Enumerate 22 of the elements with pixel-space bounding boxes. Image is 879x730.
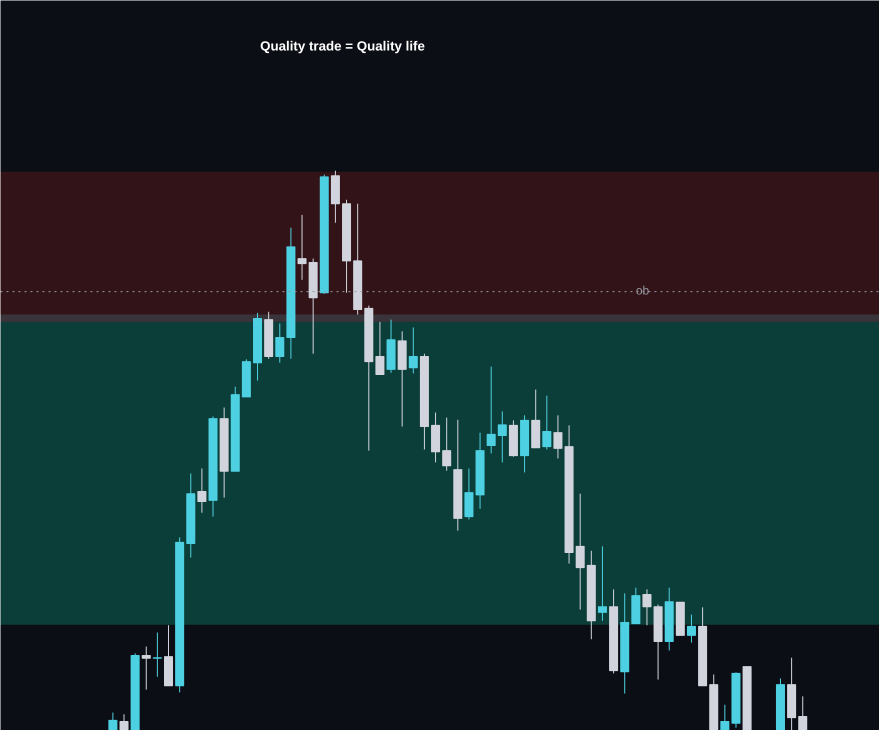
- candlestick: [152, 632, 162, 678]
- candlestick: [408, 326, 418, 374]
- candlestick: [553, 414, 562, 459]
- ref-line-label: ob: [636, 284, 650, 298]
- candlestick: [598, 546, 607, 622]
- candlestick: [542, 395, 552, 450]
- candlestick: [498, 410, 507, 463]
- candlestick: [298, 214, 307, 280]
- candlestick: [686, 614, 696, 644]
- candlestick: [197, 468, 206, 514]
- candlestick: [375, 321, 384, 375]
- candlestick: [120, 714, 129, 730]
- candlestick: [720, 704, 730, 730]
- candlestick: [576, 493, 585, 610]
- candlestick: [142, 646, 151, 690]
- candlestick: [642, 588, 652, 626]
- candlestick: [486, 366, 496, 454]
- candlestick: [798, 696, 808, 730]
- candlestick: [108, 712, 118, 730]
- chart-subtitle: Quality trade = Quality life: [260, 38, 425, 54]
- candlestick: [442, 417, 452, 472]
- candlestick: [275, 323, 284, 364]
